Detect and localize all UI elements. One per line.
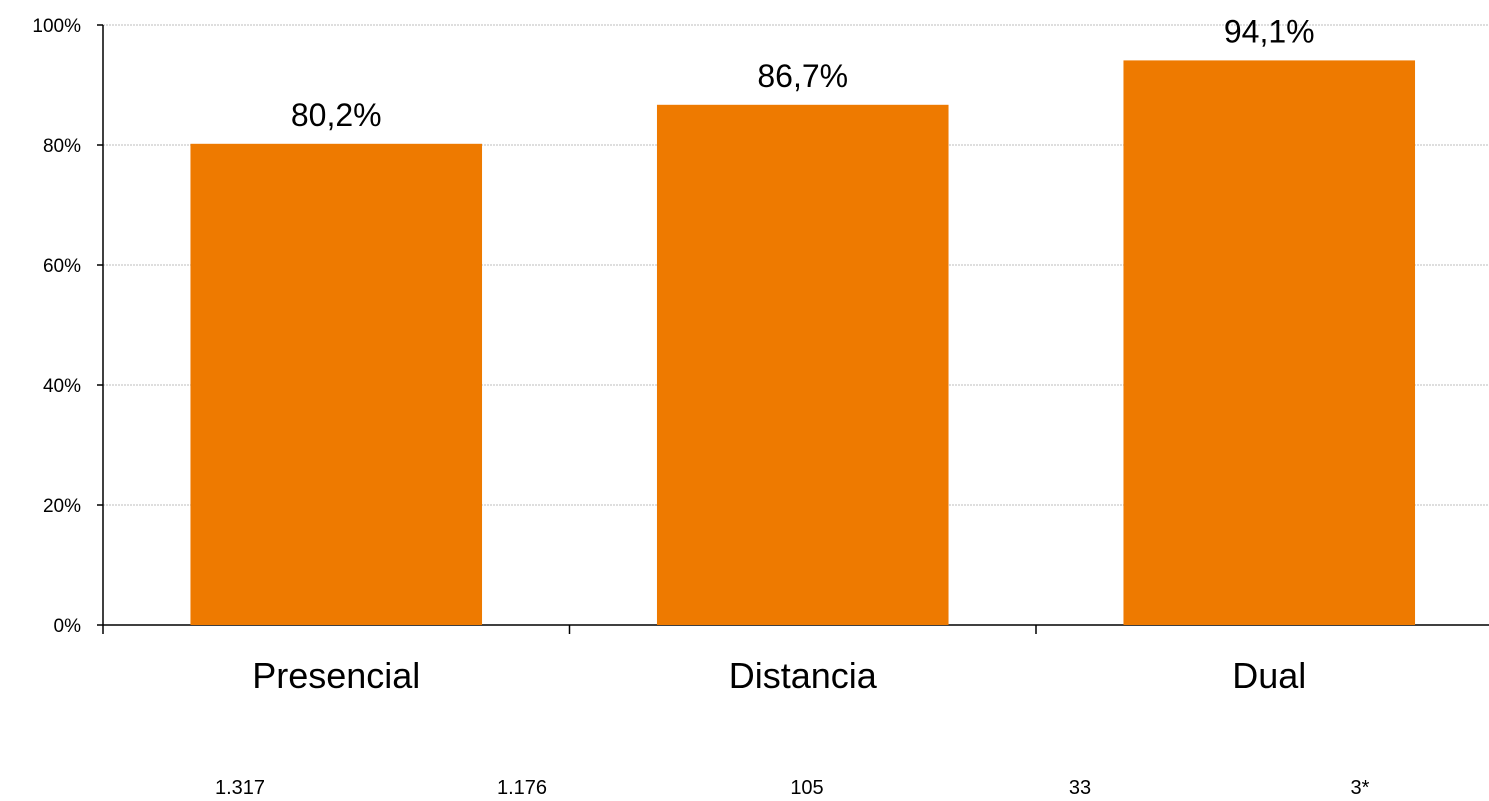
footer-value-5: 3* — [1351, 777, 1370, 799]
y-tick-label-0: 0% — [54, 616, 82, 637]
footer-value-3: 105 — [790, 777, 823, 799]
y-tick-label-40: 40% — [43, 376, 81, 397]
footer-value-2: 1.176 — [497, 777, 547, 799]
bar-distancia — [656, 104, 949, 626]
bar-dual — [1123, 60, 1416, 625]
footer-value-1: 1.317 — [215, 777, 265, 799]
y-tick-label-80: 80% — [43, 136, 81, 157]
y-tick-label-20: 20% — [43, 496, 81, 517]
data-label-dual: 94,1% — [1224, 13, 1315, 49]
x-category-label-distancia: Distancia — [729, 655, 878, 696]
data-label-distancia: 86,7% — [757, 58, 848, 94]
y-tick-label-60: 60% — [43, 256, 81, 277]
footer-value-4: 33 — [1069, 777, 1091, 799]
y-tick-label-100: 100% — [32, 16, 81, 37]
bar-presencial — [190, 143, 483, 626]
x-category-label-presencial: Presencial — [252, 655, 420, 696]
data-label-presencial: 80,2% — [291, 97, 382, 133]
x-category-label-dual: Dual — [1232, 655, 1306, 696]
